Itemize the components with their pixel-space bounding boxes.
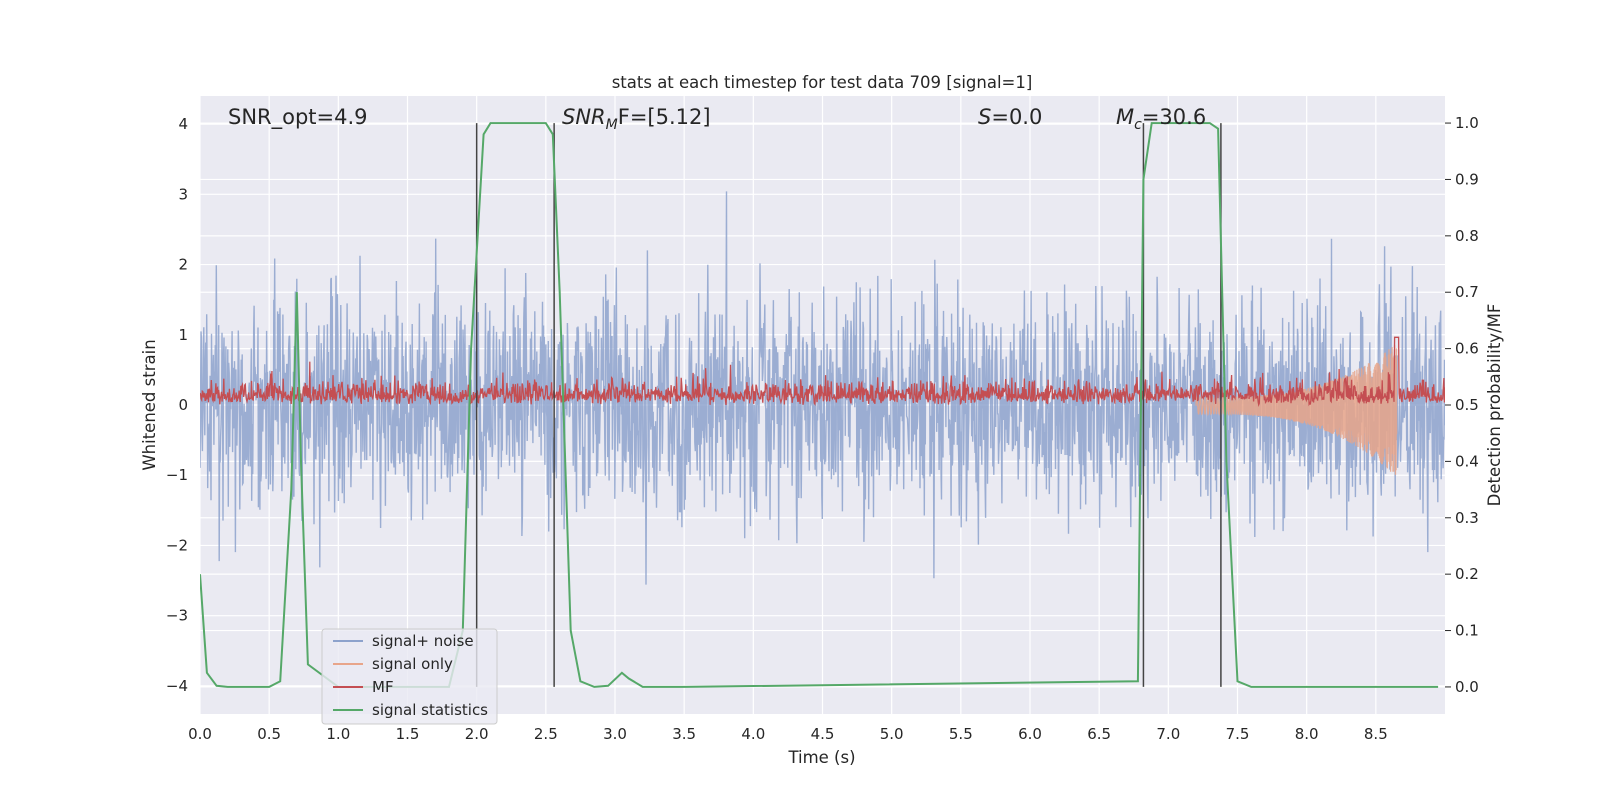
legend-label-mf: MF	[372, 678, 394, 696]
mc-rest: =30.6	[1142, 105, 1206, 129]
x-tick-label: 8.5	[1364, 725, 1388, 743]
mc-main: M	[1116, 105, 1134, 129]
x-tick-label: 0.0	[188, 725, 212, 743]
y-tick-label: −2	[166, 536, 188, 554]
y2-axis-label: Detection probability/MF	[1485, 304, 1504, 507]
y2-tick-label: 0.1	[1455, 622, 1479, 640]
x-tick-label: 7.5	[1226, 725, 1250, 743]
snr-mf-main: SNR	[562, 105, 606, 129]
legend-label-signal-noise: signal+ noise	[372, 632, 474, 650]
snr-opt-annotation: SNR_opt=4.9	[228, 105, 368, 130]
y2-axis-ticks: 1.0 0.9 0.8 0.7 0.6 0.5 0.4 0.3 0.2 0.1 0.0	[1445, 114, 1479, 696]
x-tick-label: 1.5	[396, 725, 420, 743]
y-axis-label: Whitened strain	[140, 339, 159, 470]
x-tick-label: 4.5	[811, 725, 835, 743]
y2-tick-label: 1.0	[1455, 114, 1479, 132]
s-annotation: S=0.0	[978, 105, 1042, 129]
y2-tick-label: 0.6	[1455, 340, 1479, 358]
x-tick-label: 2.0	[465, 725, 489, 743]
y-tick-label: 0	[178, 396, 188, 414]
legend: signal+ noise signal only MF signal stat…	[321, 628, 498, 725]
y2-tick-label: 0.4	[1455, 452, 1479, 470]
y2-tick-label: 0.7	[1455, 283, 1479, 301]
signal-noise-series	[200, 191, 1445, 585]
y-tick-label: 4	[178, 115, 188, 133]
chart-title: stats at each timestep for test data 709…	[612, 73, 1033, 92]
y2-tick-label: 0.9	[1455, 170, 1479, 188]
x-tick-label: 2.5	[534, 725, 558, 743]
legend-label-signal-only: signal only	[372, 655, 453, 673]
y2-tick-label: 0.5	[1455, 396, 1479, 414]
x-tick-label: 3.5	[672, 725, 696, 743]
x-tick-label: 6.5	[1087, 725, 1111, 743]
legend-label-signal-statistics: signal statistics	[372, 701, 488, 719]
mc-annotation: Mc=30.6	[1116, 105, 1206, 133]
y-axis-ticks: 4 3 2 1 0 −1 −2 −3 −4	[166, 115, 188, 695]
x-tick-label: 7.0	[1156, 725, 1180, 743]
snr-mf-annotation: SNRMF=[5.12]	[562, 105, 711, 133]
x-tick-label: 5.0	[880, 725, 904, 743]
x-tick-label: 5.5	[949, 725, 973, 743]
s-rest: =0.0	[991, 105, 1042, 129]
y2-tick-label: 0.8	[1455, 227, 1479, 245]
y-tick-label: 2	[178, 256, 188, 274]
snr-mf-sub: M	[606, 117, 618, 133]
y2-tick-label: 0.0	[1455, 678, 1479, 696]
x-tick-label: 6.0	[1018, 725, 1042, 743]
y-tick-label: 1	[178, 326, 188, 344]
x-tick-label: 3.0	[603, 725, 627, 743]
mc-sub: c	[1134, 117, 1142, 133]
x-tick-label: 0.5	[257, 725, 281, 743]
y-tick-label: −1	[166, 466, 188, 484]
y2-tick-label: 0.2	[1455, 565, 1479, 583]
y-tick-label: −4	[166, 677, 188, 695]
y-tick-label: 3	[178, 185, 188, 203]
x-tick-label: 8.0	[1295, 725, 1319, 743]
x-axis-label: Time (s)	[787, 748, 855, 767]
x-tick-label: 1.0	[326, 725, 350, 743]
y-tick-label: −3	[166, 607, 188, 625]
y2-tick-label: 0.3	[1455, 509, 1479, 527]
mf-series	[200, 336, 1445, 407]
legend-box	[321, 628, 498, 725]
snr-mf-rest: F=[5.12]	[618, 105, 711, 129]
signal-statistics-series	[200, 122, 1439, 688]
x-axis-ticks: 0.0 0.5 1.0 1.5 2.0 2.5 3.0 3.5 4.0 4.5 5.0 5.5 6.0 6…	[188, 725, 1388, 743]
s-main: S	[978, 105, 991, 129]
x-tick-label: 4.0	[741, 725, 765, 743]
